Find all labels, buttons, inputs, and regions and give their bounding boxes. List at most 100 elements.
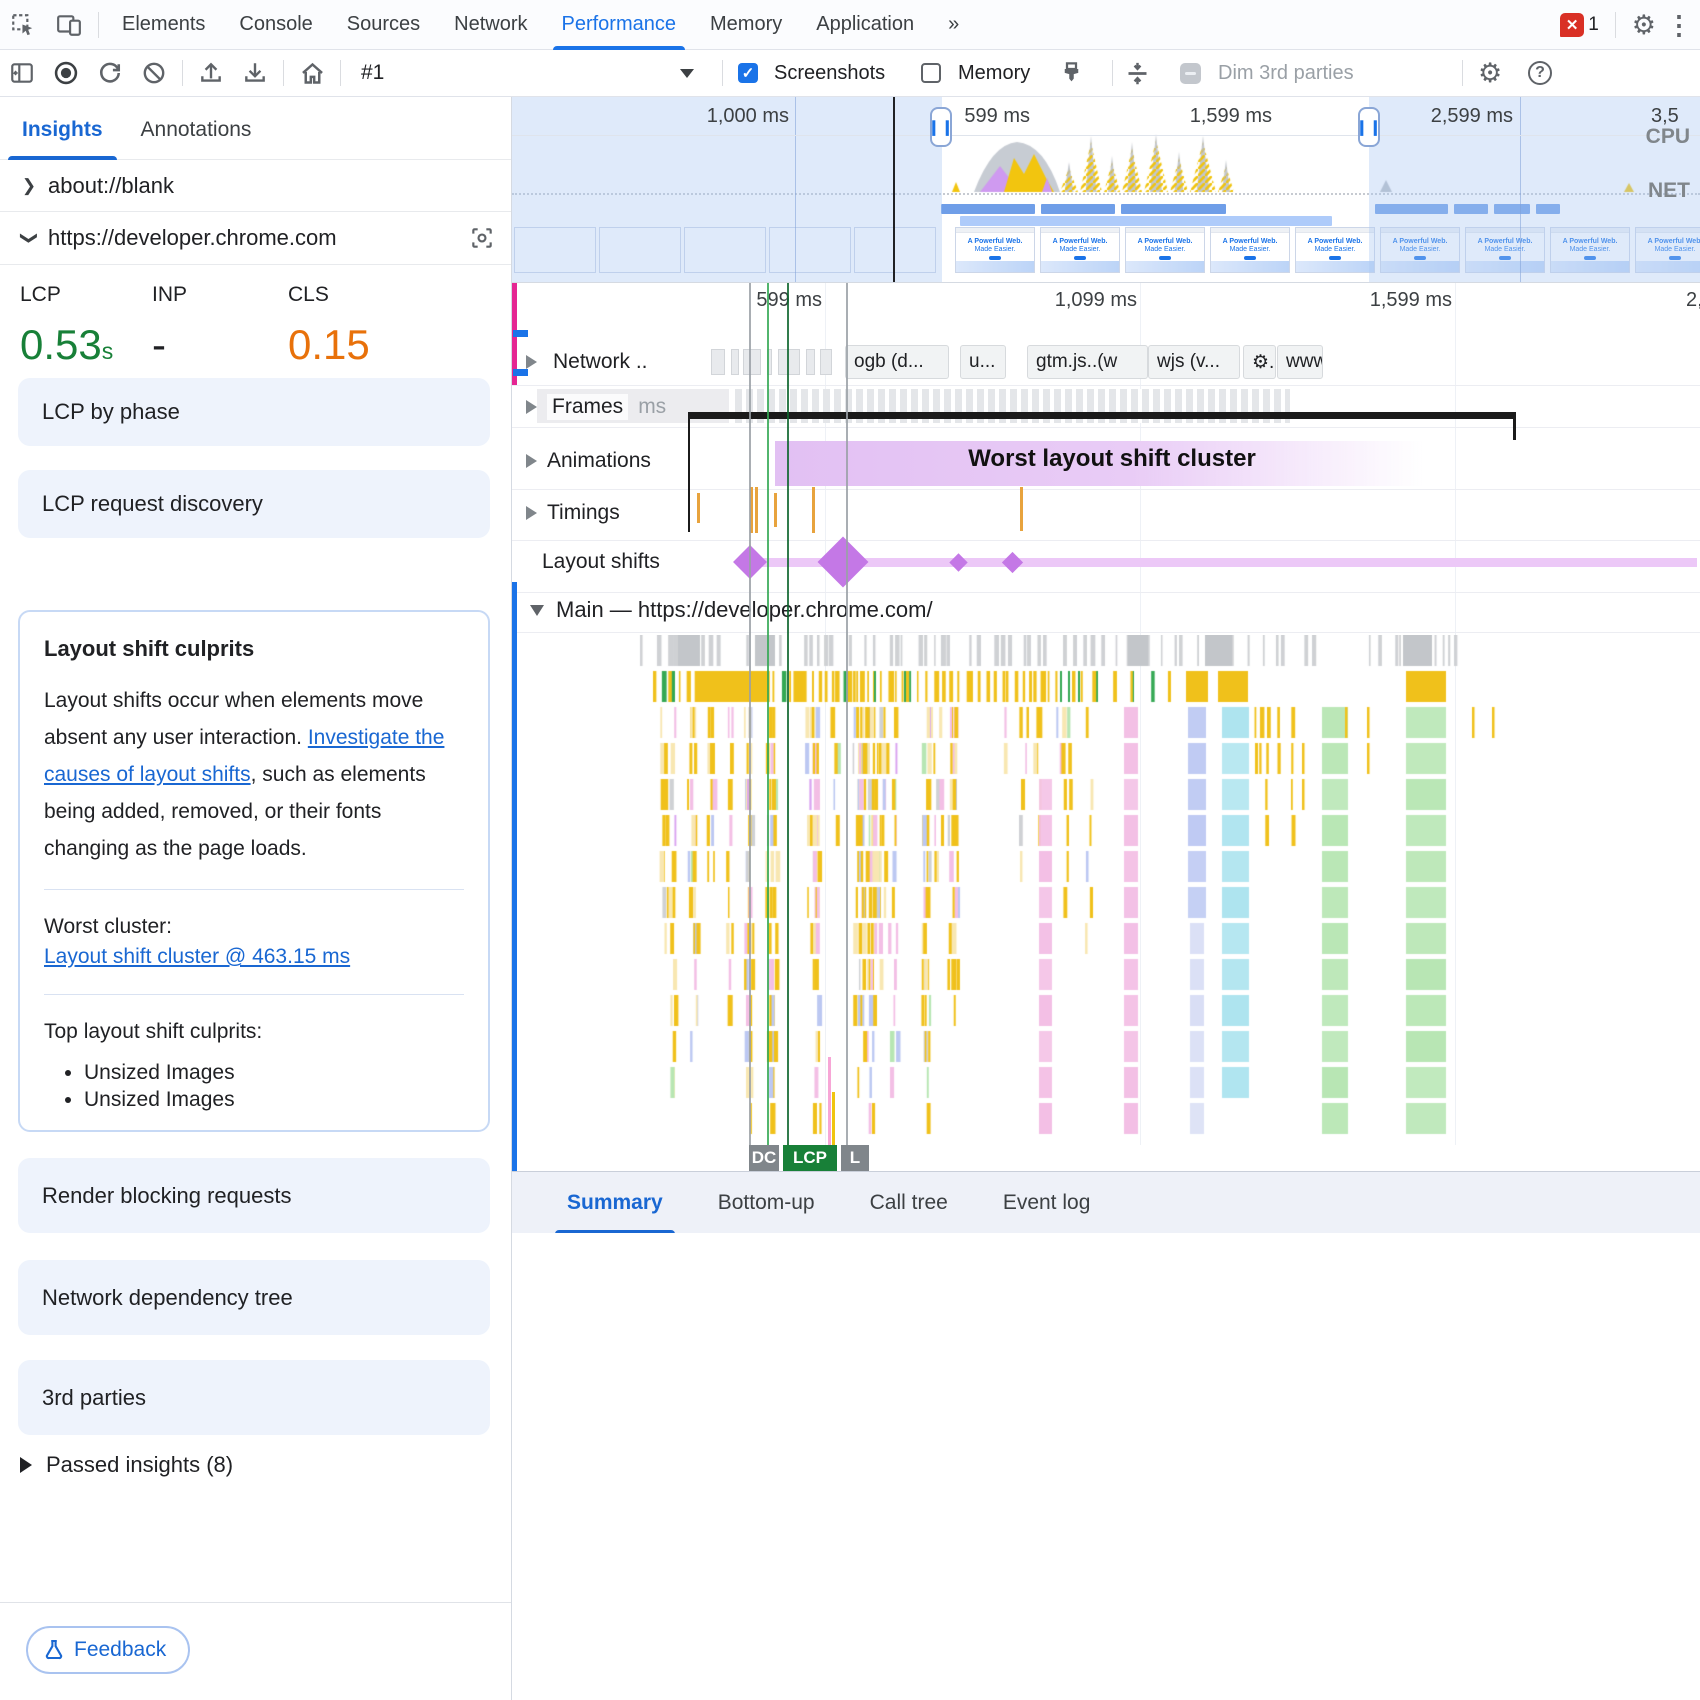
expander-icon[interactable] [526, 355, 537, 369]
network-request-chip[interactable]: ⚙... [1243, 345, 1276, 379]
timeline-panel: A Powerful Web.Made Easier.A Powerful We… [512, 97, 1700, 1700]
home-icon[interactable] [290, 54, 334, 92]
insight-card-0[interactable]: LCP by phase [18, 378, 490, 446]
thumb-title: A Powerful Web. [1041, 238, 1119, 246]
error-icon: ✕ [1560, 13, 1584, 37]
insight-card-b1[interactable]: Network dependency tree [18, 1260, 490, 1335]
timing-mark[interactable] [774, 493, 777, 527]
tab-annotations[interactable]: Annotations [141, 100, 252, 160]
profile-selector[interactable]: #1 [361, 61, 384, 85]
filmstrip-frame[interactable]: A Powerful Web.Made Easier. [1210, 227, 1290, 273]
window-handle-left[interactable]: ❙❙ [930, 107, 952, 147]
collapse-icon[interactable] [530, 605, 544, 616]
filmstrip-frame[interactable]: A Powerful Web.Made Easier. [955, 227, 1035, 273]
timeline-overview[interactable]: A Powerful Web.Made Easier.A Powerful We… [512, 97, 1700, 283]
field-data-icon[interactable] [469, 225, 495, 251]
settings-gear-icon[interactable]: ⚙ [1632, 12, 1656, 39]
profile-dropdown-icon[interactable] [680, 69, 694, 78]
detail-tab-summary[interactable]: Summary [567, 1172, 663, 1234]
layout-shift-diamond[interactable] [949, 553, 967, 571]
gc-brush-icon[interactable] [1058, 60, 1085, 87]
track-timings[interactable]: Timings [526, 501, 620, 525]
record-and-reload-icon[interactable] [88, 54, 132, 92]
screenshots-checkbox[interactable]: ✓ [738, 63, 758, 83]
screenshots-label: Screenshots [774, 62, 885, 85]
network-request-chip[interactable]: gtm.js..(w [1027, 345, 1148, 379]
passed-insights-toggle[interactable]: Passed insights (8) [20, 1452, 233, 1478]
panel-tab-application[interactable]: Application [799, 0, 931, 50]
memory-checkbox[interactable] [921, 63, 941, 83]
kebab-menu-icon[interactable]: ⋮ [1666, 10, 1692, 41]
layout-shift-diamond[interactable] [1001, 551, 1022, 572]
insight-card-b2[interactable]: 3rd parties [18, 1360, 490, 1435]
filmstrip-frame[interactable]: A Powerful Web.Made Easier. [1040, 227, 1120, 273]
chevron-down-icon[interactable]: ❯ [19, 225, 39, 251]
network-request-chip[interactable]: wjs (v... [1148, 345, 1240, 379]
window-handle-right[interactable]: ❙❙ [1358, 107, 1380, 147]
panel-tab-performance[interactable]: Performance [545, 0, 694, 50]
clear-icon[interactable] [132, 54, 176, 92]
help-icon[interactable]: ? [1528, 61, 1552, 85]
ls-guide [828, 1057, 831, 1145]
panel-tab-memory[interactable]: Memory [693, 0, 799, 50]
inspect-element-icon[interactable] [0, 5, 46, 45]
timing-mark[interactable] [755, 487, 758, 533]
tab-insights[interactable]: Insights [22, 100, 103, 160]
marker-badge-l[interactable]: L [841, 1145, 869, 1171]
insight-card-b0[interactable]: Render blocking requests [18, 1158, 490, 1233]
error-count[interactable]: ✕1 [1560, 13, 1599, 37]
network-request-chip[interactable]: ogb (d... [845, 345, 949, 379]
panel-tab-elements[interactable]: Elements [105, 0, 222, 50]
toggle-sidebar-icon[interactable] [0, 54, 44, 92]
request-fragment[interactable] [711, 349, 725, 375]
net-request-bar-2 [960, 216, 1332, 226]
feedback-button[interactable]: Feedback [26, 1626, 190, 1674]
request-fragment[interactable] [820, 349, 832, 375]
detail-tab-call-tree[interactable]: Call tree [870, 1172, 948, 1234]
request-fragment[interactable] [743, 349, 761, 375]
track-network[interactable]: Network .. [526, 348, 654, 376]
network-request-chip[interactable]: u... [960, 345, 1006, 379]
layout-shift-culprits-card[interactable]: Layout shift culprits Layout shifts occu… [18, 610, 490, 1132]
dim-3rd-parties-checkbox[interactable] [1180, 63, 1201, 84]
panel-tab-network[interactable]: Network [437, 0, 544, 50]
timing-mark[interactable] [697, 493, 700, 523]
save-profile-icon[interactable] [233, 54, 277, 92]
collapse-tracks-icon[interactable] [1124, 60, 1151, 87]
panel-tab-console[interactable]: Console [222, 0, 329, 50]
load-profile-icon[interactable] [189, 54, 233, 92]
timing-mark[interactable] [1020, 487, 1023, 531]
culprit-item: Unsized Images [84, 1086, 464, 1113]
insight-card-1[interactable]: LCP request discovery [18, 470, 490, 538]
capture-settings-icon[interactable]: ⚙ [1478, 60, 1502, 87]
request-fragment[interactable] [806, 349, 815, 375]
track-layout-shifts[interactable]: Layout shifts [542, 550, 660, 574]
marker-badge-dc[interactable]: DC [749, 1145, 779, 1171]
main-thread-header[interactable]: Main — https://developer.chrome.com/ [530, 597, 933, 623]
navigation-developer-chrome[interactable]: ❯ https://developer.chrome.com [0, 212, 511, 265]
detail-tabs: Summary Bottom-up Call tree Event log [512, 1171, 1700, 1233]
timing-mark[interactable] [812, 487, 815, 533]
main-flame-chart[interactable] [512, 635, 1700, 1140]
device-toolbar-icon[interactable] [46, 5, 92, 45]
track-animations[interactable]: Animations [526, 449, 651, 473]
request-fragment[interactable] [778, 349, 800, 375]
net-request-bar [1121, 204, 1226, 214]
filmstrip-frame[interactable]: A Powerful Web.Made Easier. [1295, 227, 1375, 273]
detail-tab-bottom-up[interactable]: Bottom-up [718, 1172, 815, 1234]
navigation-about-blank[interactable]: ❯ about://blank [0, 161, 511, 212]
marker-badge-lcp[interactable]: LCP [783, 1145, 837, 1171]
chevron-right-icon[interactable]: ❯ [16, 176, 42, 196]
filmstrip-frame[interactable]: A Powerful Web.Made Easier. [1125, 227, 1205, 273]
detail-tab-event-log[interactable]: Event log [1003, 1172, 1091, 1234]
panel-tab-sources[interactable]: Sources [330, 0, 437, 50]
more-tabs-icon[interactable]: » [931, 0, 976, 50]
worst-cluster-label: Worst cluster: [44, 912, 464, 942]
record-icon[interactable] [44, 54, 88, 92]
thumb-sub: Made Easier. [1126, 246, 1204, 254]
worst-cluster-link[interactable]: Layout shift cluster @ 463.15 ms [44, 945, 350, 968]
request-fragment[interactable] [731, 349, 739, 375]
track-frames[interactable]: Frames ms [526, 394, 666, 420]
devtools-tabbar: ElementsConsoleSourcesNetworkPerformance… [0, 0, 1700, 50]
network-request-chip[interactable]: www... [1277, 345, 1323, 379]
